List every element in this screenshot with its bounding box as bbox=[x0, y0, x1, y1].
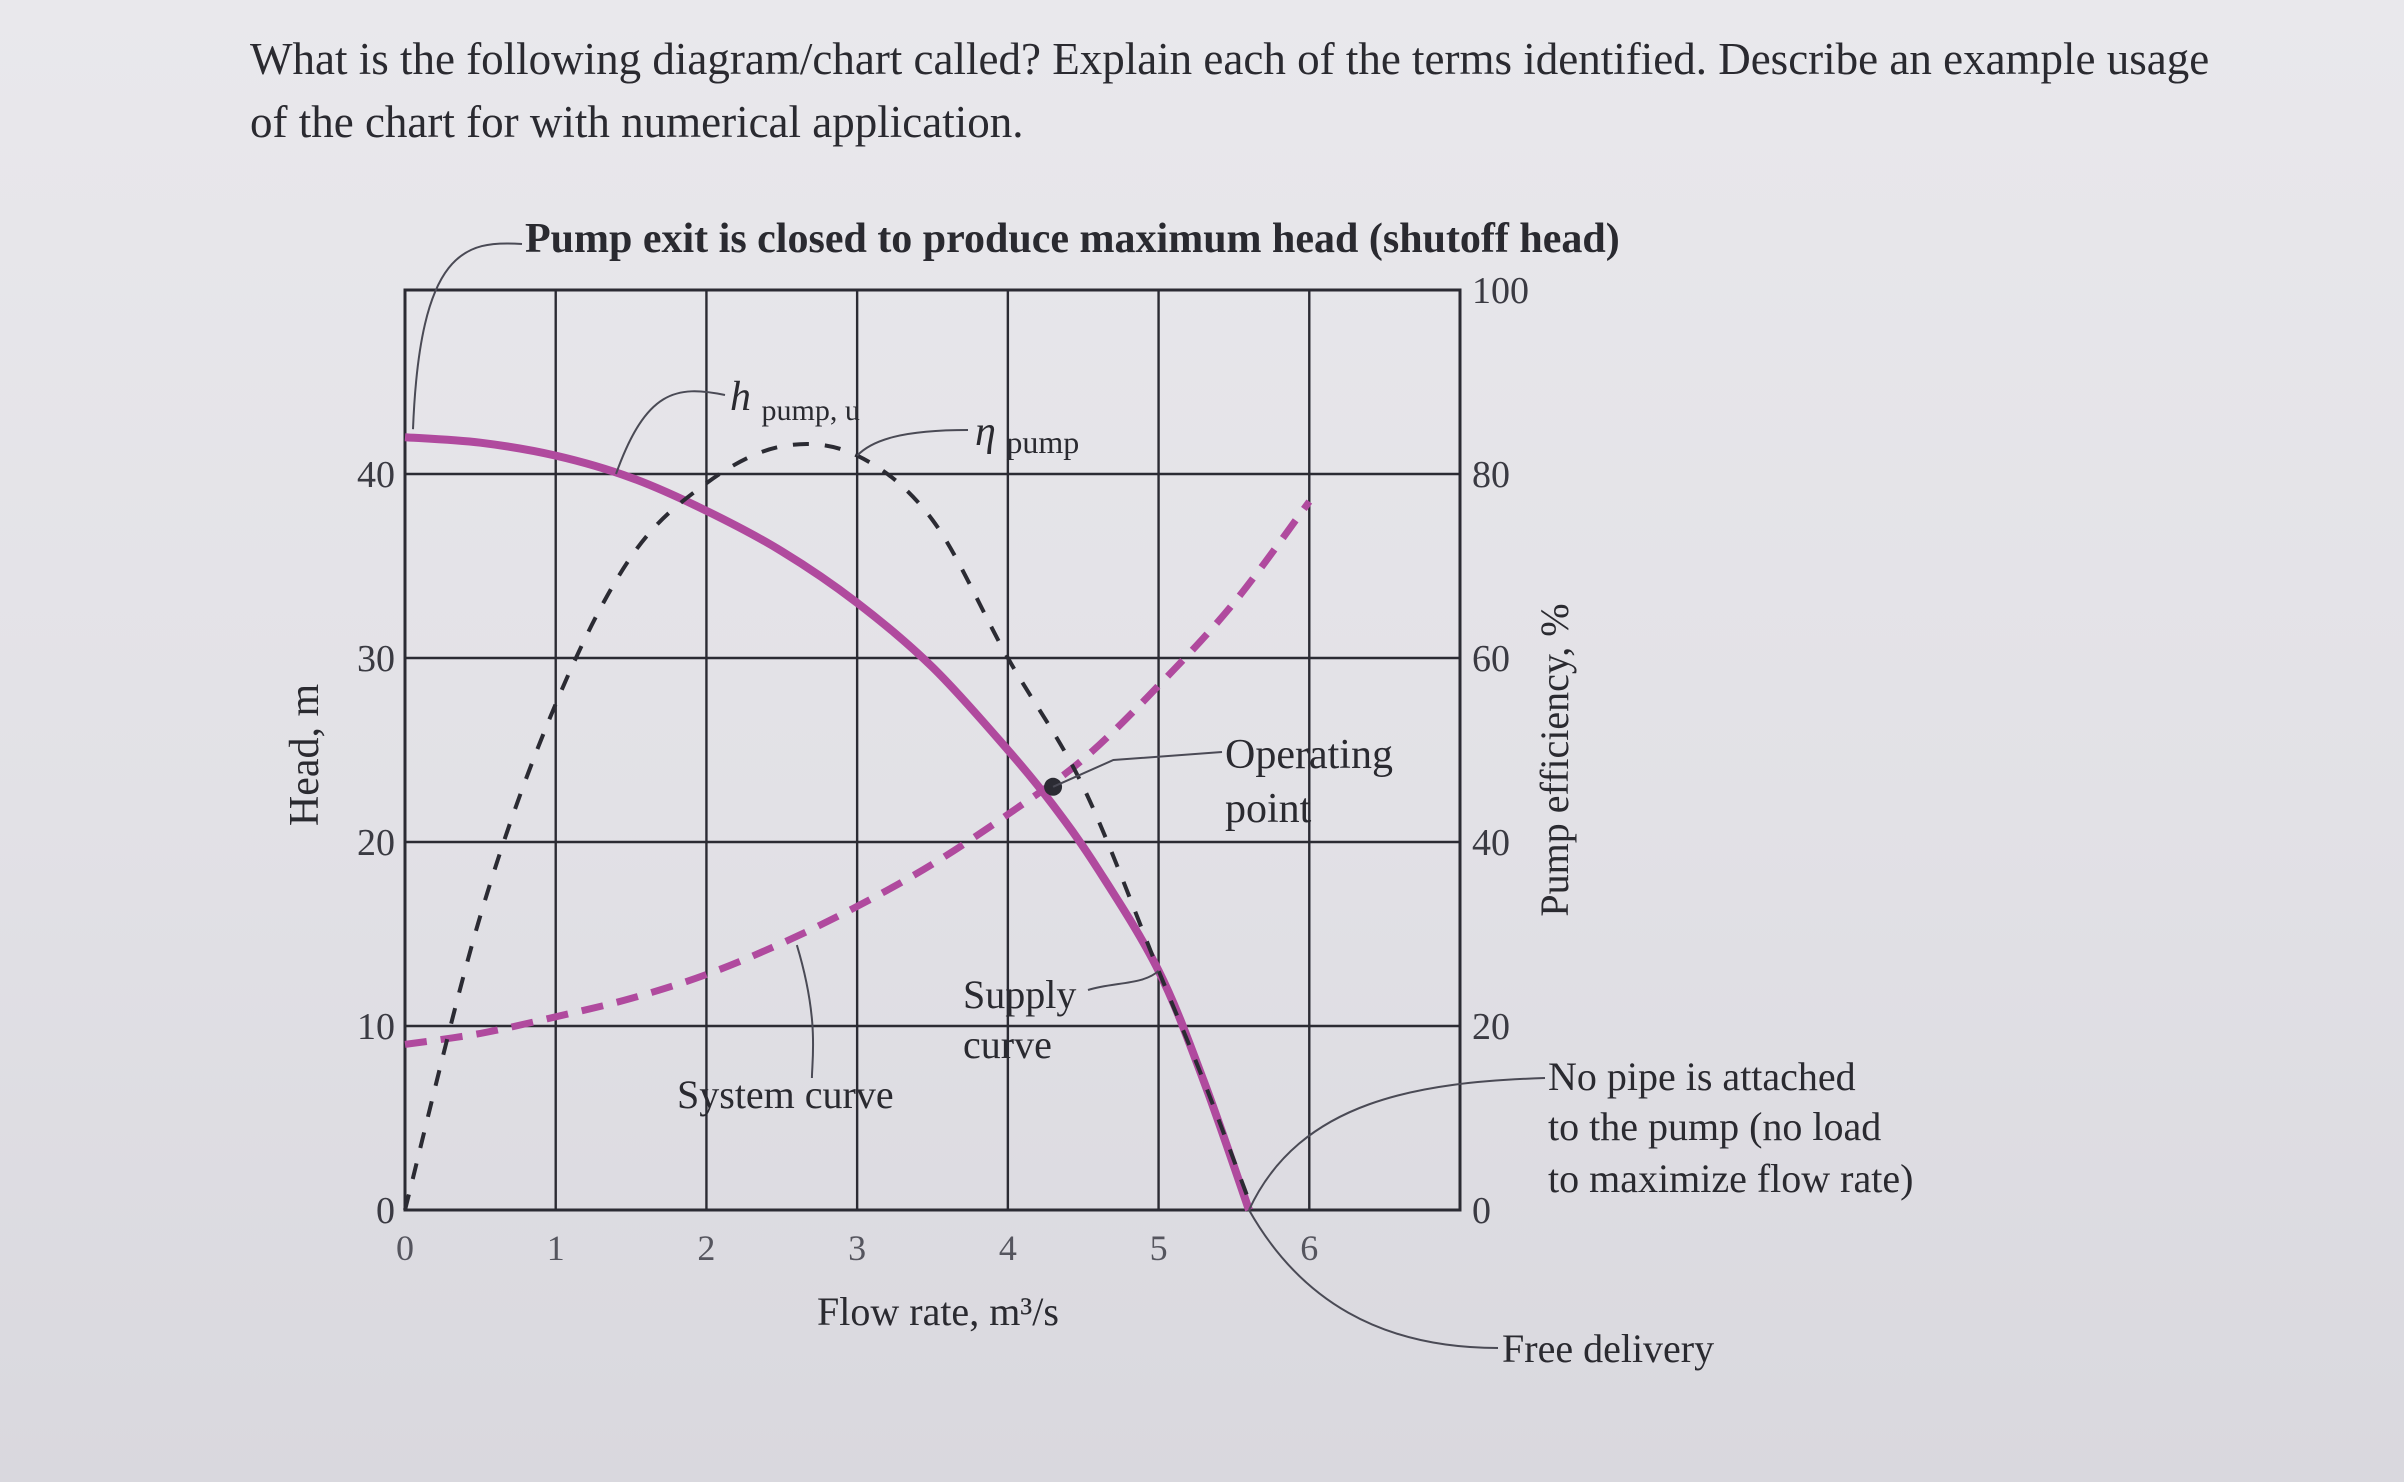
y2-tick-label: 0 bbox=[1472, 1190, 1491, 1232]
no-pipe-label-line3: to maximize flow rate) bbox=[1548, 1156, 1913, 1201]
free-delivery-label: Free delivery bbox=[1502, 1326, 1714, 1371]
h-pump-leader bbox=[615, 390, 726, 475]
question-text: What is the following diagram/chart call… bbox=[250, 34, 2210, 147]
operating-point-label-line2: point bbox=[1225, 786, 1312, 832]
x-tick-label: 1 bbox=[547, 1228, 565, 1268]
x-tick-label: 5 bbox=[1150, 1228, 1168, 1268]
y2-tick-label: 60 bbox=[1472, 638, 1510, 680]
plot-frame bbox=[403, 288, 1462, 1212]
y2-tick-label: 100 bbox=[1472, 270, 1529, 312]
no-pipe-label-line1: No pipe is attached bbox=[1548, 1054, 1856, 1099]
eta-pump-leader bbox=[856, 429, 969, 457]
eta-pump-label-sub: pump bbox=[1006, 424, 1079, 460]
supply-curve-label-line1: Supply bbox=[963, 972, 1076, 1017]
free-delivery-leader bbox=[1248, 1209, 1499, 1349]
h-pump-label: h pump, u bbox=[730, 374, 860, 427]
y-tick-label: 20 bbox=[357, 822, 395, 864]
eta-pump-label: η pump bbox=[975, 409, 1079, 460]
y2-tick-label: 20 bbox=[1472, 1006, 1510, 1048]
y-axis-label: Head, m bbox=[282, 684, 328, 827]
h-pump-label-sub: pump, u bbox=[762, 394, 860, 427]
y-tick-label: 40 bbox=[357, 454, 395, 496]
x-tick-label: 6 bbox=[1300, 1228, 1318, 1268]
x-tick-label: 0 bbox=[396, 1228, 414, 1268]
x-tick-label: 4 bbox=[999, 1228, 1017, 1268]
x-tick-label: 2 bbox=[697, 1228, 715, 1268]
annotation-lines bbox=[412, 242, 1546, 1349]
efficiency-curve bbox=[403, 442, 1251, 1211]
supply-curve-label-line2: curve bbox=[963, 1022, 1052, 1067]
x-axis-label: Flow rate, m³/s bbox=[817, 1289, 1059, 1334]
y-tick-label: 10 bbox=[357, 1006, 395, 1048]
shutoff-head-annotation: Pump exit is closed to produce maximum h… bbox=[525, 216, 1620, 262]
operating-point-leader bbox=[1052, 751, 1223, 788]
shutoff-head-leader bbox=[412, 242, 523, 430]
no-pipe-leader bbox=[1248, 1077, 1546, 1211]
y-tick-label: 30 bbox=[357, 638, 395, 680]
y2-tick-label: 40 bbox=[1472, 822, 1510, 864]
y-tick-label: 0 bbox=[376, 1190, 395, 1232]
eta-pump-label-main: η bbox=[975, 409, 996, 455]
system-curve-label: System curve bbox=[677, 1072, 894, 1117]
y2-axis-label: Pump efficiency, % bbox=[1532, 603, 1577, 916]
operating-point-label-line1: Operating bbox=[1225, 732, 1393, 778]
x-tick-label: 3 bbox=[848, 1228, 866, 1268]
system-curve bbox=[404, 499, 1313, 1048]
supply-curve-leader bbox=[1087, 970, 1160, 991]
system-curve-leader bbox=[795, 944, 815, 1079]
grid-layer bbox=[403, 288, 1462, 1212]
h-pump-label-main: h bbox=[730, 374, 751, 420]
no-pipe-label-line2: to the pump (no load bbox=[1548, 1104, 1881, 1149]
y2-tick-label: 80 bbox=[1472, 454, 1510, 496]
